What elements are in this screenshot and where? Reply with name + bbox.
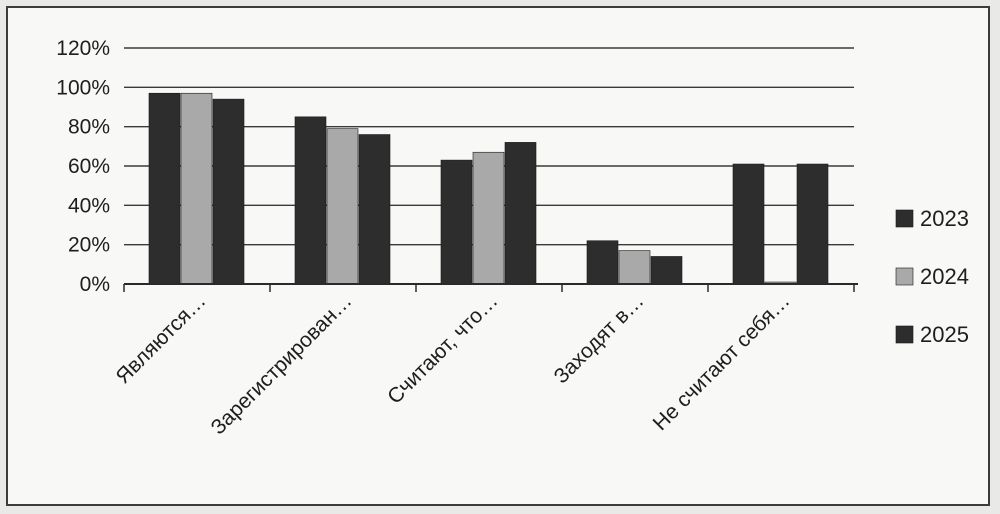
bar-2023-3 [440,159,473,285]
y-axis-ticks: 0% 20% 40% 60% 80% 100% 120% [56,37,110,296]
bar-2023-4 [586,240,619,285]
category-label: Являются… [112,289,211,388]
legend-label-2024: 2024 [920,264,969,289]
legend-label-2025: 2025 [920,322,969,347]
y-tick-label: 100% [56,76,110,99]
bar-2025-5 [796,163,829,285]
category-label: Не считают себя… [649,289,795,435]
y-tick-label: 40% [68,194,110,217]
bar-2024-1 [180,92,213,285]
bar-2025-3 [504,142,537,285]
y-tick-label: 80% [68,116,110,139]
legend-label-2023: 2023 [920,206,969,231]
category-labels: Являются…Зарегистрирован… Считают, что… За… [112,289,795,439]
bar-2023-1 [148,92,181,285]
legend-swatch-2025 [895,325,914,344]
legend-swatch-2023 [895,209,914,228]
bar-2025-1 [212,98,245,285]
x-axis [123,283,858,292]
y-tick-label: 120% [56,37,110,60]
bar-2023-2 [294,116,327,285]
y-tick-label: 0% [80,273,110,296]
bar-2024-4 [618,250,651,285]
bar-2023-5 [732,163,765,285]
category-label: Зарегистрирован… [206,289,356,439]
bar-2024-3 [472,151,505,285]
legend-swatch-2024 [895,267,914,286]
bar-2025-4 [650,256,683,285]
y-tick-label: 60% [68,155,110,178]
category-label: Считают, что… [383,289,502,408]
chart-frame: 0% 20% 40% 60% 80% 100% 120% Являются… Зарегист… [6,6,990,506]
bar-2024-2 [326,128,359,285]
legend: 2023 2024 2025 [895,206,969,347]
bar-chart: 0% 20% 40% 60% 80% 100% 120% Являются…Зарегист… [56,37,969,439]
bar-2025-2 [358,134,391,285]
category-label: Заходят в… [549,289,648,388]
bars [148,92,829,285]
y-tick-label: 20% [68,234,110,257]
